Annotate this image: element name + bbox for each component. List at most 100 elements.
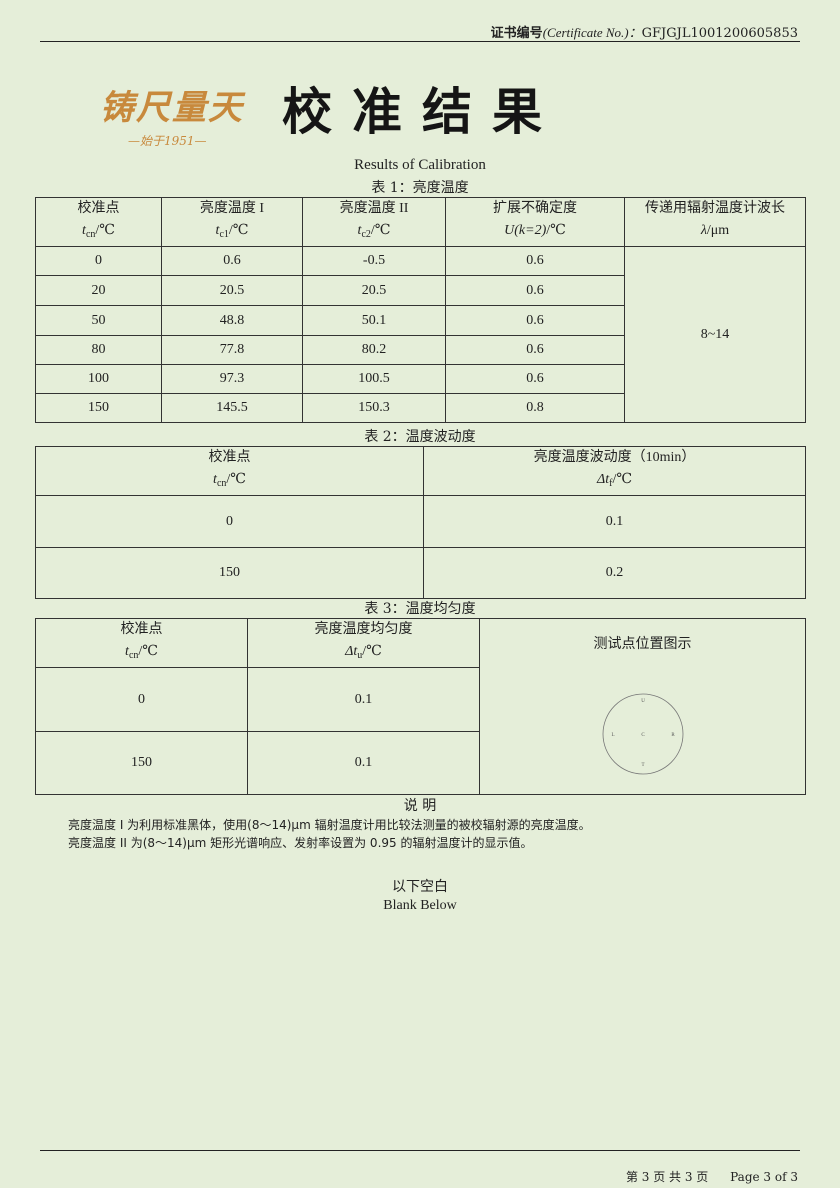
brand-logo: 铸尺量天 <box>100 88 244 128</box>
cell: 20.5 <box>161 275 303 306</box>
cell: 80.2 <box>302 335 446 365</box>
cell: 20 <box>35 275 162 306</box>
header-unit: Δtf/℃ <box>596 472 632 489</box>
header-label: 扩展不确定度 <box>493 201 577 216</box>
footer-rule <box>40 1150 800 1151</box>
header-label: 测试点位置图示 <box>593 637 692 652</box>
header-unit: Δtu/℃ <box>345 644 382 661</box>
diagram-point-center: C <box>641 733 645 738</box>
table-row: 20 20.5 20.5 0.6 <box>35 275 806 306</box>
header-cell: 亮度温度均匀度 Δtu/℃ <box>247 618 480 668</box>
cell: 0 <box>35 246 162 276</box>
header-unit: tcn/℃ <box>213 472 246 489</box>
header-cell: 校准点 tcn/℃ <box>35 197 162 247</box>
cell: 97.3 <box>161 364 303 394</box>
cell: 100.5 <box>302 364 446 394</box>
header-unit: tcn/℃ <box>82 223 115 240</box>
cell: 0.1 <box>247 667 480 732</box>
cell: 0.8 <box>445 393 625 423</box>
wavelength-cell: 8~14 <box>624 246 806 423</box>
header-unit: U(k=2)/℃ <box>504 223 566 238</box>
blank-below-en: Blank Below <box>383 898 457 913</box>
cell: 48.8 <box>161 305 303 336</box>
cell: 0.6 <box>445 305 625 336</box>
cell: 150 <box>35 393 162 423</box>
table-row: 0 0.1 <box>35 667 806 732</box>
cell: 0.6 <box>445 335 625 365</box>
brand-since: —始于1951— <box>128 134 207 148</box>
header-cell: 校准点 tcn/℃ <box>35 446 424 496</box>
table-row: 150 145.5 150.3 0.8 <box>35 393 806 423</box>
header-unit: tc2/℃ <box>357 223 391 240</box>
cell: 150.3 <box>302 393 446 423</box>
header-cell: 扩展不确定度 U(k=2)/℃ <box>445 197 625 247</box>
header-unit: tcn/℃ <box>125 644 158 661</box>
table-header-row: 校准点 tcn/℃ 亮度温度 I tc1/℃ 亮度温度 II tc2/℃ 扩展不确定度… <box>35 197 806 247</box>
header-cell: 校准点 tcn/℃ <box>35 618 248 668</box>
header-cell: 亮度温度波动度（10min） Δtf/℃ <box>423 446 806 496</box>
cert-no-value: GFJGJL1001200605853 <box>641 26 798 41</box>
blank-below-cn: 以下空白 <box>392 879 448 895</box>
header-rule <box>40 41 800 42</box>
cell: -0.5 <box>302 246 446 276</box>
cell: 0.6 <box>445 275 625 306</box>
header-cell: 亮度温度 I tc1/℃ <box>161 197 303 247</box>
note-line: 亮度温度 II 为(8～14)μm 矩形光谱响应、发射率设置为 0.95 的辐射… <box>68 836 533 850</box>
header-unit: λ/μm <box>700 223 730 238</box>
table-row: 0 0.1 <box>35 495 806 548</box>
table-row: 100 97.3 100.5 0.6 <box>35 364 806 394</box>
notes-title: 说 明 <box>403 798 437 814</box>
table-row: 80 77.8 80.2 0.6 <box>35 335 806 365</box>
diagram-circle <box>602 693 683 775</box>
cell: 150 <box>35 547 424 599</box>
subtitle: Results of Calibration <box>354 157 486 173</box>
cell: 0.6 <box>445 364 625 394</box>
table-header-row: 校准点 tcn/℃ 亮度温度均匀度 Δtu/℃ 测试点位置图示 U L C R T <box>35 618 806 795</box>
diagram-point-top: U <box>641 699 645 704</box>
page-number-cn: 第 3 页 共 3 页 <box>625 1170 709 1184</box>
cell: 100 <box>35 364 162 394</box>
header-label: 校准点 <box>120 622 163 637</box>
cell: 0.1 <box>423 495 806 548</box>
page-title: 校准结果 <box>282 83 562 141</box>
cell: 50.1 <box>302 305 446 336</box>
certificate-number: 证书编号(Certificate No.)：GFJGJL100120060585… <box>491 22 798 41</box>
header-label: 传递用辐射温度计波长 <box>645 201 785 216</box>
cell: 150 <box>35 731 248 795</box>
diagram-cell: 测试点位置图示 U L C R T <box>479 618 806 795</box>
table-row: 50 48.8 50.1 0.6 <box>35 305 806 336</box>
table-header-row: 校准点 tcn/℃ 亮度温度波动度（10min） Δtf/℃ <box>35 446 806 496</box>
cell: 145.5 <box>161 393 303 423</box>
cell: 0.2 <box>423 547 806 599</box>
header-label: 校准点 <box>208 450 251 465</box>
header-label: 亮度温度 II <box>339 201 409 216</box>
table2-caption: 表 2：温度波动度 <box>364 429 476 445</box>
cell: 0.1 <box>247 731 480 795</box>
table-temperature-fluctuation: 校准点 tcn/℃ 亮度温度波动度（10min） Δtf/℃ 0 0.1 150 0.2 <box>35 446 806 599</box>
header-label: 校准点 <box>77 201 120 216</box>
header-label: 亮度温度均匀度 <box>314 622 413 637</box>
diagram-point-right: R <box>671 733 675 738</box>
cell: 0 <box>35 495 424 548</box>
cell: 77.8 <box>161 335 303 365</box>
table-row: 150 0.1 <box>35 731 806 795</box>
cell: 0.6 <box>445 246 625 276</box>
header-label: 亮度温度波动度（10min） <box>533 450 696 465</box>
table-temperature-uniformity: 校准点 tcn/℃ 亮度温度均匀度 Δtu/℃ 测试点位置图示 U L C R T … <box>35 618 806 795</box>
cell: 0 <box>35 667 248 732</box>
table-brightness-temperature: 校准点 tcn/℃ 亮度温度 I tc1/℃ 亮度温度 II tc2/℃ 扩展不确定度… <box>35 197 806 423</box>
header-cell: 亮度温度 II tc2/℃ <box>302 197 446 247</box>
cell: 20.5 <box>302 275 446 306</box>
table-row: 0 0.6 -0.5 0.6 8~14 <box>35 246 806 423</box>
page-number-en: Page 3 of 3 <box>730 1170 798 1184</box>
cell: 80 <box>35 335 162 365</box>
test-point-diagram: U L C R T <box>602 693 683 775</box>
table3-caption: 表 3：温度均匀度 <box>364 601 476 617</box>
table1-caption: 表 1：亮度温度 <box>371 180 469 196</box>
note-line: 亮度温度 I 为利用标准黑体，使用(8～14)μm 辐射温度计用比较法测量的被校… <box>68 818 591 832</box>
header-cell: 传递用辐射温度计波长 λ/μm <box>624 197 806 247</box>
cert-label-en: (Certificate No.)： <box>542 25 642 40</box>
page-footer: 第 3 页 共 3 页 Page 3 of 3 <box>626 1168 798 1185</box>
header-unit: tc1/℃ <box>215 223 249 240</box>
table-row: 150 0.2 <box>35 547 806 599</box>
